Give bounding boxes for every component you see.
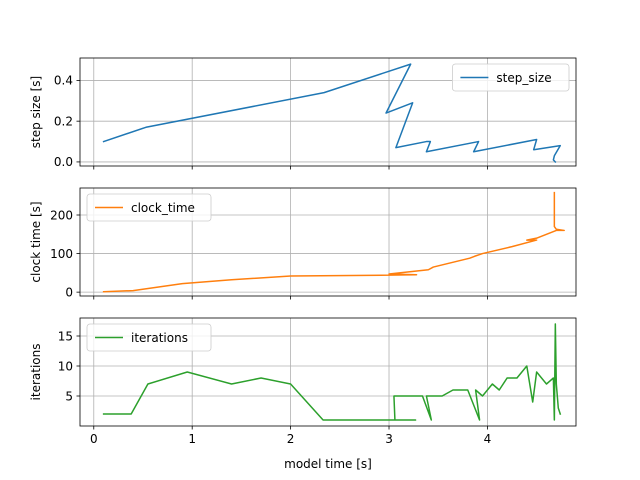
y-tick-label: 15: [58, 329, 73, 343]
series-line-clock_time: [102, 191, 565, 293]
x-tick-label: 0: [90, 432, 98, 446]
legend-label: step_size: [496, 71, 551, 85]
legend: clock_time: [86, 193, 212, 222]
x-axis-label: model time [s]: [284, 457, 372, 471]
axes-frame: [79, 317, 577, 427]
legend-label: iterations: [131, 331, 188, 345]
y-tick-label: 10: [58, 359, 73, 373]
legend-box: [86, 193, 212, 222]
x-tick-label: 2: [287, 432, 295, 446]
legend-box: [86, 323, 212, 352]
y-tick-label: 0.0: [54, 155, 73, 169]
y-axis-label: iterations: [29, 344, 43, 401]
legend-box: [451, 63, 570, 92]
legend: iterations: [86, 323, 212, 352]
y-tick-label: 0.4: [54, 74, 73, 88]
series-line-iterations: [102, 323, 562, 421]
y-tick-label: 200: [50, 208, 73, 222]
axes-frame: [79, 57, 577, 167]
panel-1: 0.0 0.2 0.4 step size [s] step_size: [29, 57, 577, 170]
legend-label: clock_time: [131, 201, 195, 215]
y-tick-label: 100: [50, 247, 73, 261]
x-tick-label: 4: [484, 432, 492, 446]
x-tick-label: 3: [385, 432, 393, 446]
y-tick-label: 0.2: [54, 114, 73, 128]
y-tick-label: 5: [65, 389, 73, 403]
y-axis-label: step size [s]: [29, 76, 43, 148]
axes-frame: [79, 187, 577, 297]
y-tick-label: 0: [65, 285, 73, 299]
legend: step_size: [451, 63, 570, 92]
panel-3: 5 10 15 0 1 2 3 4 iterations iterations: [29, 317, 577, 446]
panel-2: 0 100 200 clock time [s] clock_time: [29, 187, 577, 300]
series-line-step_size: [102, 63, 561, 163]
x-tick-label: 1: [188, 432, 196, 446]
y-axis-label: clock time [s]: [29, 201, 43, 282]
